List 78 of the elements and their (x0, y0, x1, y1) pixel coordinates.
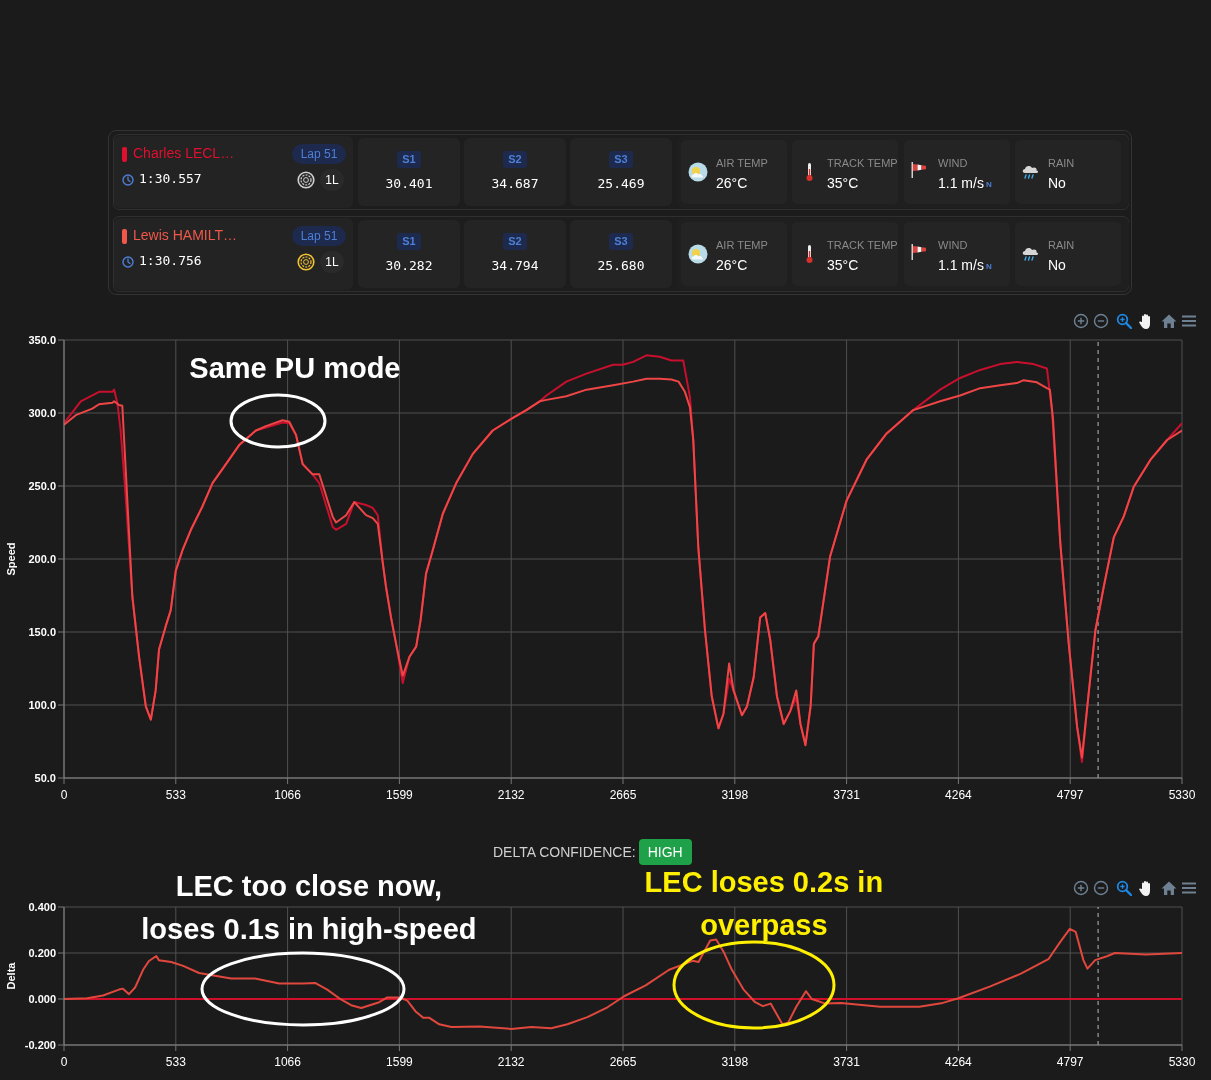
text: 1:30.557 (139, 171, 202, 186)
text: 25.469 (597, 176, 645, 191)
text: WIND (938, 157, 968, 169)
text: 25.680 (597, 258, 645, 273)
text: N (986, 262, 992, 271)
x-tick-label: 2132 (497, 1054, 525, 1069)
y-axis-title: Speed (5, 542, 17, 576)
x-tick-label: 5330 (1168, 1054, 1196, 1069)
x-tick-label: 533 (165, 787, 187, 802)
y-tick-label: 200.0 (28, 552, 56, 565)
y-axis-title: Delta (5, 962, 17, 990)
x-tick-label: 1066 (274, 1054, 302, 1069)
text: 26°C (716, 257, 748, 273)
x-tick-label: 4797 (1056, 1054, 1084, 1069)
text: 34.687 (491, 176, 539, 191)
text: No (1048, 175, 1066, 191)
x-tick-label: 4797 (1056, 787, 1084, 802)
text: S3 (614, 153, 628, 165)
x-tick-label: 533 (165, 1054, 187, 1069)
x-tick-label: 1599 (386, 1054, 414, 1069)
text: S2 (508, 153, 522, 165)
text: TRACK TEMP (827, 157, 898, 169)
x-tick-label: 2665 (609, 1054, 637, 1069)
y-tick-label: 100.0 (28, 698, 56, 711)
x-tick-label: 2665 (609, 787, 637, 802)
y-tick-label: 0.400 (28, 900, 56, 913)
text: N (986, 180, 992, 189)
y-tick-label: 300.0 (28, 406, 56, 419)
x-tick-label: 0 (60, 1054, 68, 1069)
y-tick-label: 50.0 (34, 771, 56, 784)
y-tick-label: 350.0 (28, 333, 56, 346)
x-tick-label: 2132 (497, 787, 525, 802)
text: 30.282 (385, 258, 433, 273)
text: Lewis HAMILT… (133, 227, 237, 243)
x-tick-label: 0 (60, 787, 68, 802)
text: 35°C (827, 257, 859, 273)
y-tick-label: 250.0 (28, 479, 56, 492)
x-tick-label: 1599 (386, 787, 414, 802)
text: S1 (402, 153, 416, 165)
annotation: Same PU mode (189, 351, 401, 384)
y-tick-label: 0.000 (28, 992, 56, 1005)
x-tick-label: 4264 (945, 787, 973, 802)
text: Lap 51 (300, 147, 338, 161)
text: S2 (508, 235, 522, 247)
x-tick-label: 5330 (1168, 787, 1196, 802)
text: WIND (938, 239, 968, 251)
text: RAIN (1048, 239, 1075, 251)
text: 1:30.756 (139, 253, 202, 268)
text: Charles LECL… (133, 145, 235, 161)
x-tick-label: 3198 (721, 1054, 749, 1069)
text: 26°C (716, 175, 748, 191)
x-tick-label: 3198 (721, 787, 749, 802)
text: 1.1 m/s (938, 175, 984, 191)
chart-title: DELTA CONFIDENCE: (493, 843, 636, 860)
text: S3 (614, 235, 628, 247)
text: 30.401 (385, 176, 433, 191)
x-tick-label: 3731 (833, 1054, 861, 1069)
x-tick-label: 4264 (945, 1054, 973, 1069)
y-tick-label: 0.200 (28, 946, 56, 959)
annotation: LEC loses 0.2s in overpass (644, 865, 884, 941)
text: No (1048, 257, 1066, 273)
text: AIR TEMP (716, 157, 768, 169)
text: 1L (325, 255, 339, 269)
chart-subtitle: HIGH (647, 843, 683, 860)
y-tick-label: 150.0 (28, 625, 56, 638)
text: 34.794 (491, 258, 539, 273)
x-tick-label: 3731 (833, 787, 861, 802)
text: Lap 51 (300, 229, 338, 243)
x-tick-label: 1066 (274, 787, 302, 802)
text: 35°C (827, 175, 859, 191)
text: TRACK TEMP (827, 239, 898, 251)
text: 1L (325, 173, 339, 187)
text: 1.1 m/s (938, 257, 984, 273)
text: S1 (402, 235, 416, 247)
text: RAIN (1048, 157, 1075, 169)
text: AIR TEMP (716, 239, 768, 251)
annotation: LEC too close now, loses 0.1s in high-speed (141, 869, 477, 945)
y-tick-label: -0.200 (24, 1038, 56, 1051)
